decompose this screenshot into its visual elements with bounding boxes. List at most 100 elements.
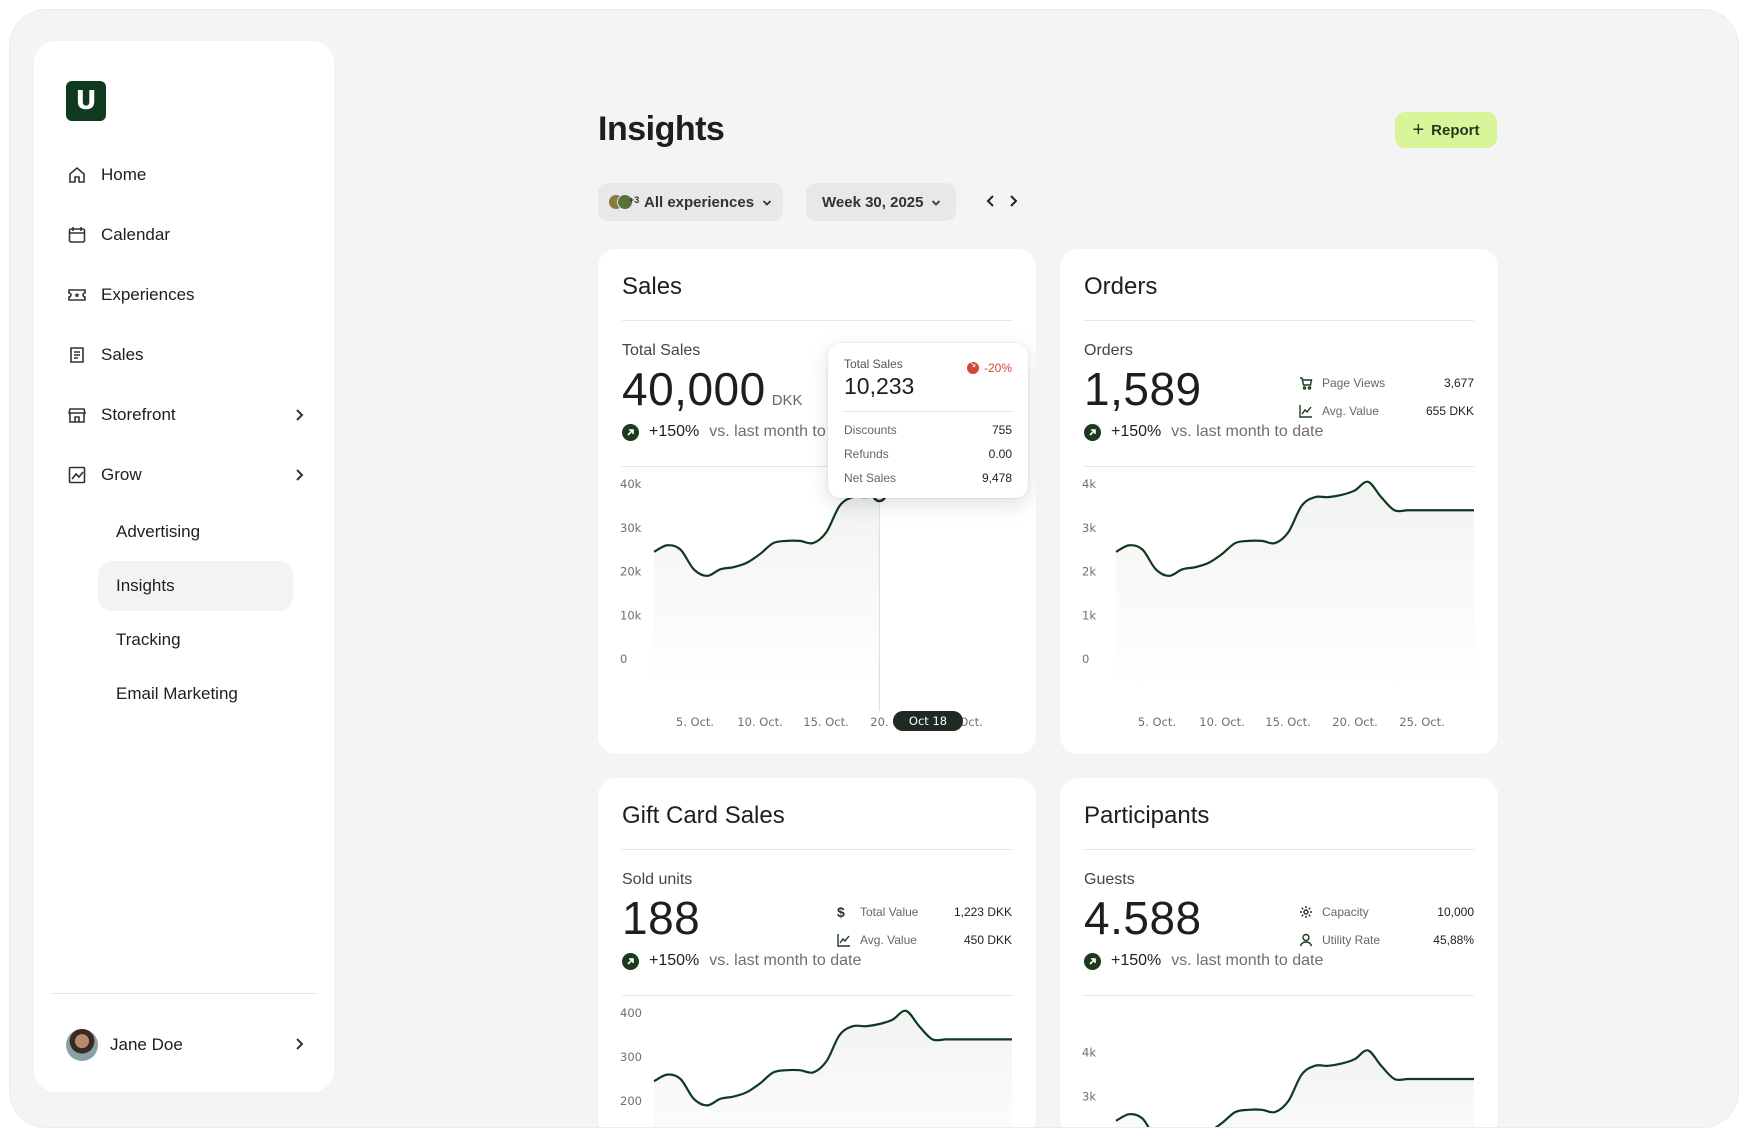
experience-filter-label: All experiences	[644, 193, 755, 211]
participants-card: Participants Guests 4.588 Capacity 10,00…	[1060, 778, 1498, 1127]
week-filter[interactable]: Week 30, 2025	[806, 183, 956, 221]
stats-list: Capacity 10,000 Utility Rate 45,88%	[1299, 898, 1474, 954]
arrow-down-right-icon	[966, 359, 979, 374]
chevron-right-icon	[1010, 195, 1018, 207]
area-fill	[1116, 481, 1474, 689]
x-tick-label: 5. Oct.	[1138, 715, 1176, 729]
y-tick-label: 30k	[620, 521, 642, 535]
sidebar-item-insights[interactable]: Insights	[98, 561, 293, 611]
tooltip-row: Net Sales 9,478	[844, 471, 1012, 495]
tooltip-row: Refunds 0.00	[844, 447, 1012, 471]
tooltip-row-value: 0.00	[988, 447, 1012, 461]
data-line	[653, 1009, 1012, 1107]
page-title: Insights	[598, 110, 725, 148]
y-tick-label: 400	[620, 1006, 642, 1020]
capacity-icon	[1299, 905, 1315, 919]
sidebar-item-storefront[interactable]: Storefront	[66, 385, 314, 445]
metric-label: Total Sales	[622, 342, 701, 359]
previous-week-button[interactable]	[986, 194, 996, 213]
metric-label: Sold units	[622, 871, 693, 888]
y-tick-label: 200	[620, 1094, 642, 1108]
change-row: +150% vs. last month to date	[622, 952, 861, 970]
stat-label: Capacity	[1322, 905, 1369, 919]
chevron-down-icon	[931, 194, 941, 211]
stat-label: Total Value	[860, 905, 919, 919]
card-divider	[1084, 849, 1474, 850]
metric-unit: DKK	[771, 392, 803, 409]
sidebar-item-sales[interactable]: Sales	[66, 325, 314, 385]
y-tick-label: 3k	[1082, 521, 1096, 535]
next-week-button[interactable]	[1008, 194, 1018, 213]
stat-label: Page Views	[1322, 376, 1386, 390]
sidebar-item-home[interactable]: Home	[66, 145, 314, 205]
report-button[interactable]: + Report	[1395, 112, 1497, 148]
card-divider	[1084, 995, 1474, 996]
stat-value: 45,88%	[1433, 933, 1474, 947]
card-divider	[1084, 320, 1474, 321]
sidebar-item-advertising[interactable]: Advertising	[116, 522, 201, 541]
y-tick-label: 300	[620, 1050, 642, 1064]
tooltip-change-value: -20%	[983, 361, 1012, 375]
trend-icon	[837, 933, 853, 947]
user-menu[interactable]: Jane Doe	[66, 1028, 314, 1062]
sales-card: Sales Total Sales 40,000 DKK +150% vs. la…	[598, 249, 1036, 754]
chart-icon	[66, 464, 88, 486]
stat-label: Avg. Value	[860, 933, 917, 947]
y-tick-label: 10k	[620, 608, 642, 622]
stats-list: $ Total Value 1,223 DKK Avg. Value 450 D…	[837, 898, 1012, 954]
store-icon	[66, 404, 88, 426]
metric-number: 40,000	[622, 363, 766, 415]
experience-filter[interactable]: +3 All experiences	[598, 183, 783, 221]
area-fill	[654, 1010, 1012, 1127]
week-filter-label: Week 30, 2025	[822, 193, 924, 211]
stat-row: Page Views 3,677	[1299, 369, 1474, 397]
brand-logo[interactable]: U	[66, 81, 106, 121]
stat-value: 10,000	[1437, 905, 1474, 919]
change-percent: +150%	[649, 952, 700, 969]
y-tick-label: 0	[1082, 652, 1089, 666]
orders-chart[interactable]: 0 1k 2k 3k 4k 5. Oct. 10. Oct. 15. Oct. 20. Oct.…	[1060, 249, 1498, 754]
metric-value: 4.588	[1084, 892, 1202, 944]
extra-count: +3	[629, 195, 640, 205]
gift-card-chart[interactable]: 200 300 400	[598, 778, 1036, 1127]
change-note: vs. last month to date	[1171, 952, 1324, 969]
tooltip-row: Discounts 755	[844, 423, 1012, 447]
arrow-up-right-icon	[622, 423, 639, 441]
y-tick-label: 4k	[1082, 1046, 1096, 1060]
sidebar-item-email-marketing[interactable]: Email Marketing	[116, 684, 238, 703]
cart-icon	[1299, 376, 1315, 390]
sidebar-item-tracking[interactable]: Tracking	[116, 630, 181, 649]
change-row: +150% vs. last month to date	[1084, 423, 1323, 441]
x-tick-label: 25. Oct.	[1399, 715, 1444, 729]
report-button-label: Report	[1431, 121, 1480, 139]
calendar-icon	[66, 224, 88, 246]
trend-icon	[1299, 404, 1315, 418]
sidebar-item-grow[interactable]: Grow	[66, 445, 314, 505]
stat-value: 450 DKK	[963, 933, 1012, 947]
tooltip-row-label: Discounts	[844, 423, 897, 437]
change-note: vs. last month to date	[709, 952, 862, 969]
y-tick-label: 3k	[1082, 1090, 1096, 1104]
sidebar-item-experiences[interactable]: Experiences	[66, 265, 314, 325]
sidebar-item-calendar[interactable]: Calendar	[66, 205, 314, 265]
change-note: vs. last month to date	[709, 423, 862, 440]
change-row: +150% vs. last month to date	[1084, 952, 1323, 970]
metric-value: 188	[622, 892, 701, 944]
receipt-icon	[66, 344, 88, 366]
gift-card-sales-card: Gift Card Sales Sold units 188 $ Total V…	[598, 778, 1036, 1127]
tooltip-change: -20%	[966, 359, 1012, 375]
card-divider	[622, 849, 1012, 850]
change-row: +150% vs. last month to date	[622, 423, 861, 441]
app-frame: U Home Calendar Experiences	[10, 10, 1738, 1127]
arrow-up-right-icon	[622, 952, 639, 970]
data-line	[1115, 480, 1474, 577]
x-tick-label: 15. Oct.	[803, 715, 848, 729]
sidebar-item-label: Storefront	[101, 405, 176, 424]
orders-card: Orders Orders 1,589 Page Views 3,677 Avg…	[1060, 249, 1498, 754]
stat-value: 1,223 DKK	[953, 905, 1012, 919]
week-pager	[986, 194, 1018, 213]
tooltip-row-label: Refunds	[844, 447, 889, 461]
y-tick-label: 4k	[1082, 477, 1096, 491]
